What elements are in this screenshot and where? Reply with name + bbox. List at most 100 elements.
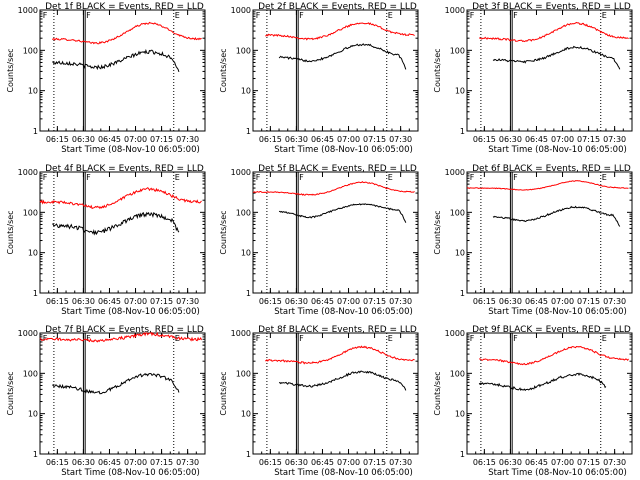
x-tick-label: 06:15 (473, 135, 496, 144)
x-tick-label: 06:30 (499, 297, 522, 306)
x-tick-label: 07:00 (124, 297, 147, 306)
y-tick-label: 10 (28, 249, 38, 258)
y-tick-label: 100 (23, 369, 38, 378)
y-axis-label: Counts/sec (6, 48, 15, 92)
panel-det-9f: Det 9f BLACK = Events, RED = LLD 1 10 100 10… (433, 325, 633, 478)
y-tick-label: 1 (460, 289, 465, 298)
x-axis-label: Start Time (08-Nov-10 06:05:00) (488, 468, 627, 478)
y-tick-label: 10 (455, 249, 465, 258)
y-tick-label: 10 (28, 410, 38, 419)
x-axis-label: Start Time (08-Nov-10 06:05:00) (488, 307, 627, 317)
marker-flag-label: F (256, 11, 261, 20)
x-tick-label: 07:15 (150, 297, 173, 306)
y-tick-label: 1000 (18, 168, 38, 177)
x-tick-label: 06:45 (311, 135, 334, 144)
y-tick-label: 100 (236, 369, 251, 378)
panel-title: Det 5f BLACK = Events, RED = LLD (258, 164, 417, 174)
x-tick-label: 06:45 (525, 458, 548, 467)
x-tick-label: 07:15 (363, 135, 386, 144)
x-axis-label: Start Time (08-Nov-10 06:05:00) (274, 307, 413, 317)
y-tick-label: 10 (241, 87, 251, 96)
panel-title: Det 7f BLACK = Events, RED = LLD (45, 325, 204, 335)
marker-flag-label: F (470, 173, 475, 182)
series-lld-line (253, 181, 415, 196)
panel-det-8f: Det 8f BLACK = Events, RED = LLD 1 10 100 10… (219, 325, 419, 478)
x-axis-label: Start Time (08-Nov-10 06:05:00) (488, 145, 627, 155)
marker-flag-label: E (602, 334, 607, 343)
marker-flag-label: E (175, 11, 180, 20)
y-tick-label: 10 (28, 87, 38, 96)
marker-flag-label: F (470, 11, 475, 20)
y-tick-label: 1 (33, 127, 38, 136)
x-axis-label: Start Time (08-Nov-10 06:05:00) (274, 145, 413, 155)
panel-title: Det 2f BLACK = Events, RED = LLD (258, 2, 417, 12)
plot-frame (252, 9, 419, 132)
x-tick-label: 06:30 (72, 297, 95, 306)
marker-flag-label: F (299, 173, 304, 182)
x-tick-label: 07:15 (150, 135, 173, 144)
x-tick-label: 07:00 (124, 135, 147, 144)
x-tick-label: 07:30 (176, 135, 199, 144)
y-axis-label: Counts/sec (219, 210, 228, 254)
x-tick-label: 06:45 (311, 297, 334, 306)
marker-flag-label: F (43, 334, 48, 343)
y-tick-label: 1 (33, 450, 38, 459)
series-events-line (52, 211, 180, 236)
panel-det-5f: Det 5f BLACK = Events, RED = LLD 1 10 100 10… (219, 164, 419, 317)
y-tick-label: 1000 (18, 329, 38, 338)
marker-flag-label: F (256, 334, 261, 343)
x-tick-label: 07:15 (577, 458, 600, 467)
plot-frame (466, 171, 633, 294)
marker-flag-label: E (602, 173, 607, 182)
y-tick-label: 100 (450, 369, 465, 378)
series-lld-line (466, 180, 629, 191)
panel-det-4f: Det 4f BLACK = Events, RED = LLD 1 10 100 10… (6, 164, 206, 317)
x-tick-label: 06:15 (46, 297, 69, 306)
x-axis-label: Start Time (08-Nov-10 06:05:00) (61, 145, 200, 155)
marker-flag-label: E (175, 173, 180, 182)
x-tick-label: 07:00 (337, 297, 360, 306)
series-lld-line (265, 345, 415, 365)
x-tick-label: 06:30 (499, 135, 522, 144)
y-tick-label: 100 (236, 46, 251, 55)
y-tick-label: 1 (246, 127, 251, 136)
y-axis-label: Counts/sec (433, 48, 442, 92)
marker-flag-label: E (388, 334, 393, 343)
x-tick-label: 06:15 (473, 297, 496, 306)
y-axis-label: Counts/sec (433, 210, 442, 254)
panel-det-2f: Det 2f BLACK = Events, RED = LLD 1 10 100 10… (219, 2, 419, 155)
y-axis-label: Counts/sec (433, 371, 442, 415)
x-tick-label: 06:30 (72, 135, 95, 144)
x-tick-label: 07:00 (551, 458, 574, 467)
panel-title: Det 8f BLACK = Events, RED = LLD (258, 325, 417, 335)
series-lld-line (265, 22, 415, 41)
x-tick-label: 07:30 (176, 297, 199, 306)
x-tick-label: 07:30 (603, 458, 626, 467)
x-tick-label: 07:30 (389, 135, 412, 144)
plot-frame (39, 332, 206, 455)
y-tick-label: 100 (23, 46, 38, 55)
x-tick-label: 06:45 (98, 297, 121, 306)
marker-flag-label: F (43, 11, 48, 20)
x-tick-label: 06:15 (46, 458, 69, 467)
marker-flag-label: F (299, 11, 304, 20)
x-tick-label: 07:15 (363, 297, 386, 306)
y-tick-label: 100 (450, 208, 465, 217)
y-tick-label: 10 (455, 87, 465, 96)
x-axis-label: Start Time (08-Nov-10 06:05:00) (274, 468, 413, 478)
y-tick-label: 1000 (445, 168, 465, 177)
plot-frame (466, 332, 633, 455)
marker-flag-label: E (602, 11, 607, 20)
series-lld-line (478, 21, 629, 43)
x-tick-label: 07:30 (603, 297, 626, 306)
y-tick-label: 100 (236, 208, 251, 217)
x-tick-label: 07:00 (551, 297, 574, 306)
series-events-line (478, 372, 607, 392)
x-tick-label: 07:15 (363, 458, 386, 467)
x-tick-label: 06:30 (285, 297, 308, 306)
marker-flag-label: F (86, 334, 91, 343)
y-axis-label: Counts/sec (6, 371, 15, 415)
x-tick-label: 07:00 (337, 135, 360, 144)
panel-det-6f: Det 6f BLACK = Events, RED = LLD 1 10 100 10… (433, 164, 633, 317)
marker-flag-label: F (513, 173, 518, 182)
